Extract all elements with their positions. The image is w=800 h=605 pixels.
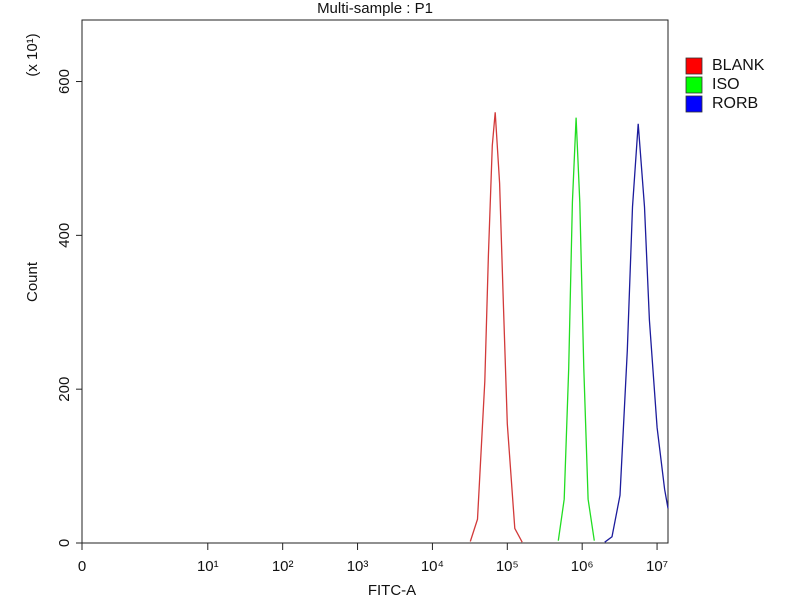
histogram-line [557, 117, 595, 541]
legend-label: ISO [712, 76, 740, 93]
legend-label: BLANK [712, 57, 765, 74]
histogram-line [604, 123, 669, 543]
x-tick-label: 10¹ [197, 558, 219, 575]
x-tick-label: 10³ [347, 558, 369, 575]
x-tick-label: 10⁵ [496, 558, 519, 575]
plot-frame [81, 19, 669, 544]
y-tick-label: 0 [56, 539, 73, 547]
legend-label: RORB [712, 95, 758, 112]
x-tick-label: 10⁷ [646, 558, 668, 575]
x-tick-label: 10² [272, 558, 294, 575]
legend-swatch [685, 57, 703, 75]
y-tick-label: 200 [56, 377, 73, 402]
legend-swatch [685, 76, 703, 94]
legend-swatch [685, 95, 703, 113]
histogram-line [469, 112, 523, 543]
chart-title: Multi-sample : P1 [317, 0, 433, 17]
y-axis-label: Count [24, 261, 41, 302]
y-multiplier: (x 10¹) [24, 33, 41, 76]
x-tick-label: 10⁴ [421, 558, 444, 575]
x-axis-label: FITC-A [368, 582, 416, 599]
x-tick-label: 10⁶ [571, 558, 594, 575]
y-tick-label: 600 [56, 69, 73, 94]
x-tick-label: 0 [78, 558, 86, 575]
y-tick-label: 400 [56, 223, 73, 248]
